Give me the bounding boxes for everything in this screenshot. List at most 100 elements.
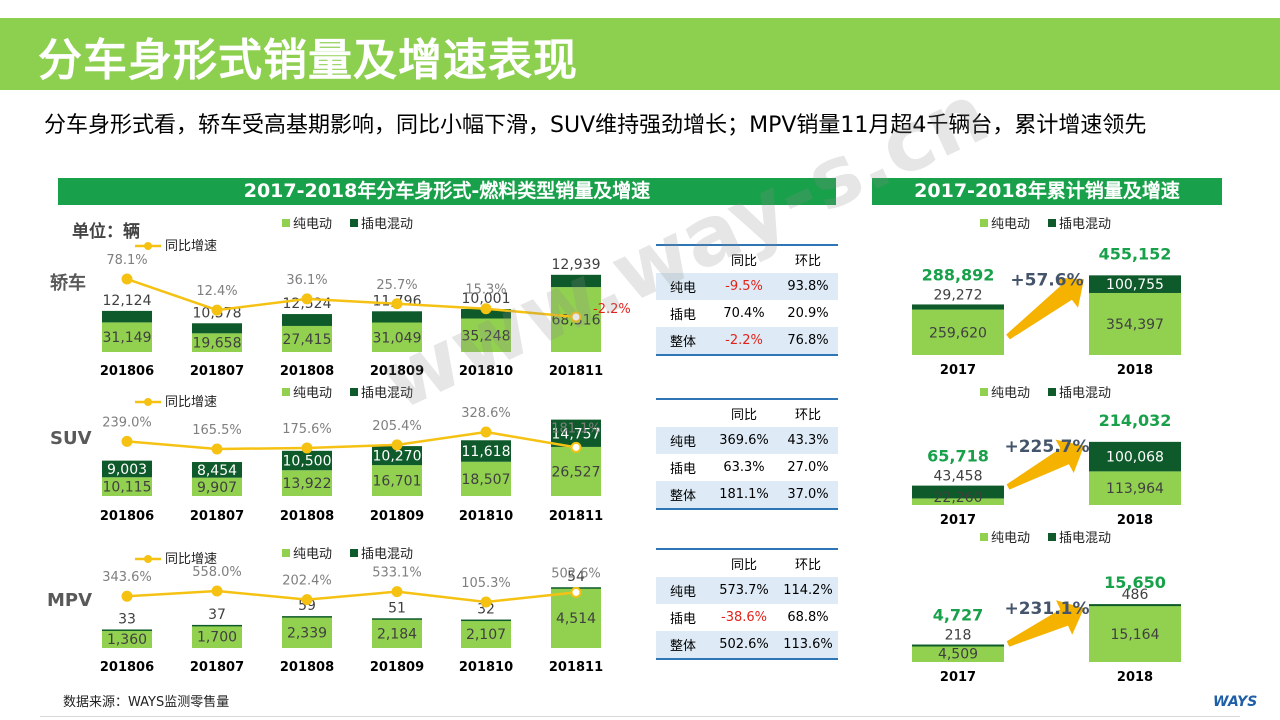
sedan-bar-phev [102, 310, 152, 323]
suv-cum-legend-phev-swatch [1048, 388, 1056, 396]
sedan-category-label: 201811 [549, 364, 603, 379]
sedan-bar-bev [102, 322, 152, 352]
mpv-cum-phev-label: 218 [945, 628, 972, 644]
suv-legend-phev: 插电混动 [361, 386, 413, 401]
suv-growth-label: 175.6% [282, 422, 332, 437]
mpv-category-label: 201811 [549, 660, 603, 675]
mpv-category-label: 201810 [459, 660, 513, 675]
sedan-bev-label: 31,049 [373, 330, 422, 346]
left-section-header: 2017-2018年分车身形式-燃料类型销量及增速 [58, 178, 836, 205]
suv-bar-phev [372, 446, 422, 466]
mpv-bar-bev [461, 619, 511, 648]
suv-growth-point [301, 442, 313, 454]
sedan-growth-line [126, 277, 577, 319]
sedan-cum-growth-arrow [1006, 277, 1084, 340]
mpv-growth-line [126, 589, 577, 604]
sedan-growth-label: 15.3% [465, 283, 506, 298]
mpv-growth-table: 同比 环比 纯电 573.7% 114.2% 插电 -38.6% 68.8% 整体 502.6% 1… [656, 548, 838, 660]
table-yoy-value: 70.4% [723, 306, 765, 321]
mpv-bev-label: 2,184 [377, 626, 417, 642]
mpv-cum-total-2017: 4,727 [933, 606, 984, 625]
table-mom-value: 20.9% [787, 306, 829, 321]
suv-growth-point [570, 441, 582, 453]
mpv-bar-bev [102, 629, 152, 648]
table-row-label: 整体 [656, 631, 710, 659]
table-yoy-value: 63.3% [723, 460, 765, 475]
table-yoy-value: 369.6% [710, 427, 778, 454]
table-yoy-value: 502.6% [710, 631, 778, 659]
mpv-cum-bev-label: 4,509 [938, 647, 978, 663]
mpv-legend-bev: 纯电动 [293, 547, 332, 562]
mpv-legend-phev-swatch [350, 549, 358, 557]
sedan-category-label: 201808 [280, 364, 334, 379]
suv-phev-label: 14,757 [552, 426, 601, 442]
sedan-growth-label: -2.2% [593, 302, 631, 317]
table-row-label: 纯电 [656, 427, 710, 454]
suv-growth-label: 165.5% [192, 423, 242, 438]
table-row-label: 插电 [669, 308, 696, 323]
sedan-cum-bev-label: 259,620 [929, 325, 987, 341]
suv-category-label: 201806 [100, 509, 154, 524]
sedan-growth-label: 36.1% [286, 273, 327, 288]
suv-bev-label: 26,527 [552, 464, 601, 480]
suv-legend-growth: 同比增速 [165, 395, 217, 410]
sedan-table: 同比 环比 纯电 -9.5% 93.8% 插电 70.4% 20.9% 整体 -2.2% 76.8% [656, 244, 838, 356]
sedan-bar-phev [282, 314, 332, 326]
sedan-bar-phev [372, 311, 422, 323]
suv-growth-label: 181.1% [551, 421, 601, 436]
suv-growth-point [480, 426, 492, 438]
suv-growth-point [391, 439, 403, 451]
sedan-cum-legend-phev: 插电混动 [1059, 217, 1111, 232]
sedan-bar-bev [461, 318, 511, 352]
suv-cum-phev-label: 43,458 [934, 469, 983, 485]
sedan-bev-label: 31,149 [103, 330, 152, 346]
mpv-phev-label: 54 [567, 569, 585, 585]
table-row: 整体 181.1% 37.0% [656, 481, 838, 509]
sedan-growth-point [480, 303, 492, 315]
mpv-cum-legend-bev-swatch [980, 533, 988, 541]
suv-bar-phev [461, 440, 511, 462]
sedan-growth-point [211, 304, 223, 316]
mpv-cum-bar-bev [912, 645, 1004, 662]
mpv-phev-label: 32 [477, 602, 495, 618]
title-bar [0, 18, 1280, 90]
mpv-cum-bar-phev [912, 644, 1004, 647]
suv-bev-label: 9,907 [197, 480, 237, 496]
table-mom-value: 37.0% [778, 481, 838, 509]
sedan-category-label: 201810 [459, 364, 513, 379]
mpv-cum-growth-arrow [1006, 600, 1084, 647]
table-mom-value: 27.0% [787, 460, 829, 475]
suv-growth-table: 同比 环比 纯电 369.6% 43.3% 插电 63.3% 27.0% 整体 181.1% 37.… [656, 398, 838, 510]
mpv-bar-phev [461, 619, 511, 622]
sedan-bar-bev [282, 325, 332, 352]
sedan-cum-legend-phev-swatch [1048, 219, 1056, 227]
mpv-bar-bev [372, 618, 422, 648]
sedan-bev-label: 27,415 [283, 332, 332, 348]
suv-bar-bev [372, 465, 422, 496]
suv-phev-label: 10,500 [283, 454, 332, 470]
sedan-cum-phev-label: 29,272 [934, 287, 983, 303]
sedan-phev-label: 12,939 [552, 257, 601, 273]
sedan-bar-phev [192, 323, 242, 334]
mpv-growth-label: 558.0% [192, 565, 242, 580]
table-mom-value: 93.8% [778, 273, 838, 300]
mpv-bar-phev [282, 616, 332, 618]
sedan-growth-label: 12.4% [196, 284, 237, 299]
sedan-bev-label: 35,248 [462, 328, 511, 344]
suv-bar-bev [461, 461, 511, 496]
suv-phev-label: 9,003 [107, 462, 147, 478]
mpv-bar-bev [282, 616, 332, 648]
table-header-mom: 环比 [794, 408, 821, 423]
mpv-bev-label: 2,339 [287, 625, 327, 641]
table-row: 整体 502.6% 113.6% [656, 631, 838, 659]
mpv-cum-category-label: 2018 [1117, 670, 1153, 685]
table-header-yoy: 同比 [730, 408, 757, 423]
mpv-cum-bev-label: 15,164 [1111, 627, 1160, 643]
sedan-phev-label: 12,124 [103, 293, 152, 309]
suv-cum-total-2018: 214,032 [1099, 411, 1172, 430]
sedan-legend-bev-swatch [282, 219, 290, 227]
mpv-phev-label: 51 [388, 600, 406, 616]
ways-logo: WAYS [1213, 694, 1258, 710]
table-yoy-value: -9.5% [710, 273, 778, 300]
